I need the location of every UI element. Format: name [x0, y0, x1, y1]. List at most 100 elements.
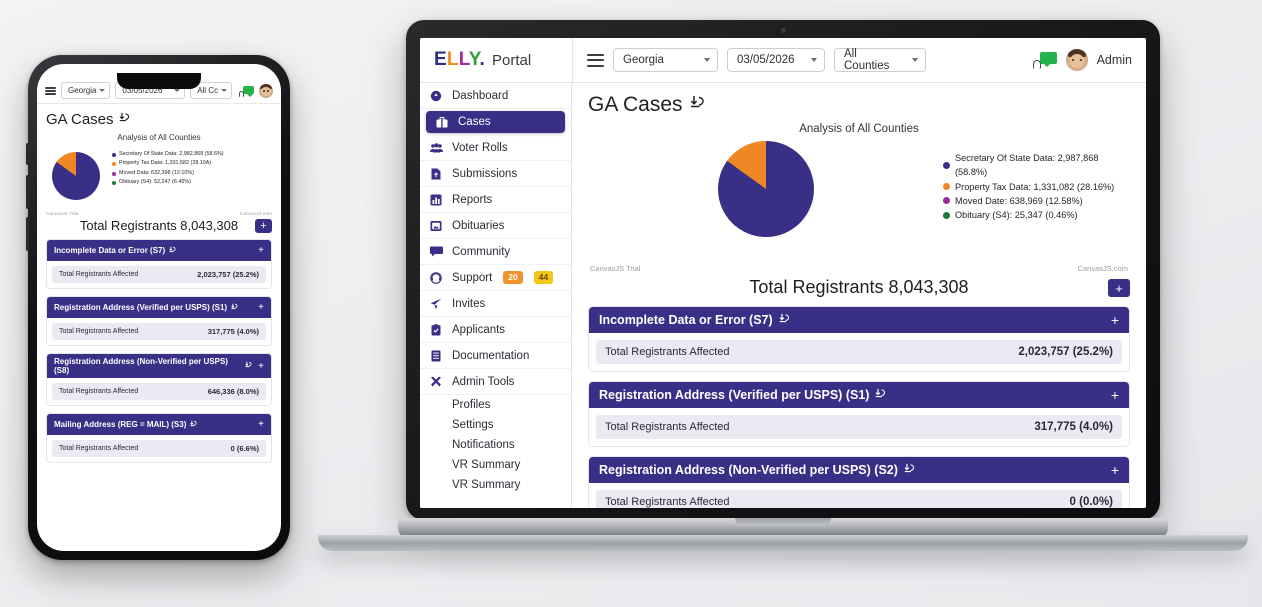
download-icon[interactable]	[245, 361, 252, 371]
phone-side-button[interactable]	[26, 217, 29, 251]
pie-chart-graphic[interactable]	[718, 141, 814, 237]
card-expand-button[interactable]: +	[258, 245, 264, 256]
card-expand-button[interactable]: +	[1110, 387, 1119, 403]
paper-plane-icon	[429, 298, 443, 310]
case-card-title-text: Registration Address (Verified per USPS)…	[54, 303, 228, 312]
download-icon[interactable]	[119, 111, 130, 128]
download-icon[interactable]	[904, 463, 915, 478]
download-icon[interactable]	[231, 303, 238, 313]
phone-reflection: Total Registrants Affected 0 (6.6%)	[28, 432, 290, 607]
briefcase-icon	[435, 116, 449, 128]
sidebar-item-community[interactable]: Community	[420, 239, 571, 265]
sidebar-item-voter-rolls[interactable]: Voter Rolls	[420, 135, 571, 161]
chart-title: Analysis of All Counties	[799, 123, 919, 135]
case-card-header[interactable]: Mailing Address (REG = MAIL) (S3) +	[47, 414, 271, 435]
table-row: Total Registrants Affected 0 (6.6%)	[52, 440, 266, 457]
case-card-header[interactable]: Registration Address (Verified per USPS)…	[589, 382, 1129, 408]
legend-item[interactable]: Obituary (S4): 25,347 (0.46%)	[943, 208, 1130, 222]
expand-all-button[interactable]: +	[1108, 279, 1130, 297]
case-card-header[interactable]: Registration Address (Non-Verified per U…	[47, 354, 271, 378]
avatar[interactable]	[259, 83, 273, 98]
avatar[interactable]	[1065, 49, 1088, 71]
legend-item[interactable]: Property Tax Data: 1,331,082 (28.16%)	[943, 180, 1130, 194]
case-card-header[interactable]: Incomplete Data or Error (S7) +	[589, 307, 1129, 333]
case-card-title-text: Registration Address (Non-Verified per U…	[599, 463, 898, 477]
sidebar-item-obituaries[interactable]: Obituaries	[420, 213, 571, 239]
bar-chart-icon	[429, 194, 443, 206]
sidebar-item-applicants[interactable]: Applicants	[420, 317, 571, 343]
county-select-value: All Cc	[197, 86, 219, 95]
county-select[interactable]: All Counties	[834, 48, 926, 72]
county-select[interactable]: All Cc	[190, 82, 233, 99]
card-expand-button[interactable]: +	[1110, 462, 1119, 478]
legend-swatch	[943, 197, 950, 205]
table-row: Total Registrants Affected 2,023,757 (25…	[596, 340, 1122, 364]
case-card-title-text: Registration Address (Non-Verified per U…	[54, 357, 228, 375]
sidebar-item-cases[interactable]: Cases	[426, 111, 565, 133]
legend-label: Moved Data: 632,398 (12:10%)	[119, 169, 194, 176]
chart-legend: Secretary Of State Data: 2,982,868 (58.6…	[112, 150, 224, 188]
sidebar-item-admin-tools[interactable]: Admin Tools	[420, 369, 571, 395]
download-icon[interactable]	[690, 93, 705, 117]
download-icon[interactable]	[875, 388, 886, 403]
table-row: Total Registrants Affected 0 (0.0%)	[596, 490, 1122, 508]
laptop-body: ELLY. Portal Georgia 03/05/2026 All Coun…	[406, 20, 1160, 520]
pie-chart-graphic[interactable]	[52, 152, 100, 200]
download-icon[interactable]	[779, 313, 790, 328]
legend-item[interactable]: Moved Date: 638,969 (12.58%)	[943, 194, 1130, 208]
sidebar-item-invites[interactable]: Invites	[420, 291, 571, 317]
sidebar-item-label: Obituaries	[452, 219, 505, 232]
sidebar-item-submissions[interactable]: Submissions	[420, 161, 571, 187]
case-card-header[interactable]: Registration Address (Verified per USPS)…	[47, 297, 271, 318]
brand-zone: ELLY. Portal	[420, 38, 572, 82]
message-bell-icon[interactable]	[1032, 51, 1057, 69]
phone-volume-down-button[interactable]	[26, 175, 29, 209]
laptop-device: ELLY. Portal Georgia 03/05/2026 All Coun…	[318, 20, 1248, 551]
state-select[interactable]: Georgia	[613, 48, 718, 72]
phone-volume-up-button[interactable]	[26, 143, 29, 165]
sidebar-subitem-vr-summary-1[interactable]: VR Summary	[420, 455, 571, 475]
sidebar-item-label: Cases	[458, 116, 491, 128]
hamburger-icon[interactable]	[587, 53, 604, 67]
sidebar-item-reports[interactable]: Reports	[420, 187, 571, 213]
case-card-header[interactable]: Incomplete Data or Error (S7) +	[47, 240, 271, 261]
sidebar-item-documentation[interactable]: Documentation	[420, 343, 571, 369]
sidebar-item-label: Voter Rolls	[452, 141, 508, 154]
legend-item[interactable]: Property Tax Data: 1,331,582 (28.10A)	[112, 159, 224, 168]
legend-item[interactable]: Obituary (S4): 52,247 (6.45%)	[112, 178, 224, 187]
elly-logo[interactable]: ELLY.	[434, 49, 485, 71]
legend-item[interactable]: Moved Data: 632,398 (12:10%)	[112, 169, 224, 178]
phone-body: Georgia 03/05/2026 All Cc GA Cases Analy…	[28, 55, 290, 560]
book-icon	[429, 350, 443, 362]
download-icon[interactable]	[169, 246, 176, 256]
legend-item[interactable]: Secretary Of State Data: 2,982,868 (58.6…	[112, 150, 224, 159]
case-card: Mailing Address (REG = MAIL) (S3) + Tota…	[46, 413, 272, 463]
sidebar-subitem-label: VR Summary	[452, 459, 521, 471]
case-card-body: Total Registrants Affected 0 (6.6%)	[47, 435, 271, 462]
main-content: GA Cases Analysis of All Counties Secret…	[572, 83, 1146, 508]
hamburger-icon[interactable]	[45, 86, 56, 95]
sidebar-subitem-profiles[interactable]: Profiles	[420, 395, 571, 415]
card-expand-button[interactable]: +	[1110, 312, 1119, 328]
download-icon[interactable]	[190, 420, 197, 430]
county-select-value: All Counties	[844, 48, 890, 72]
card-expand-button[interactable]: +	[258, 419, 264, 430]
sidebar-item-dashboard[interactable]: Dashboard	[420, 83, 571, 109]
sidebar-subitem-notifications[interactable]: Notifications	[420, 435, 571, 455]
case-card: Registration Address (Verified per USPS)…	[588, 381, 1130, 447]
state-select[interactable]: Georgia	[60, 82, 111, 99]
sidebar-subitem-vr-summary-2[interactable]: VR Summary	[420, 475, 571, 495]
sidebar-item-support[interactable]: Support 20 44	[420, 265, 571, 291]
date-select[interactable]: 03/05/2026	[727, 48, 825, 72]
sidebar-item-label: Support	[452, 271, 493, 284]
case-card-header[interactable]: Registration Address (Non-Verified per U…	[589, 457, 1129, 483]
legend-item[interactable]: Secretary Of State Data: 2,987,868 (58.8…	[943, 151, 1130, 180]
case-card-title-text: Incomplete Data or Error (S7)	[54, 246, 166, 255]
sidebar-subitem-settings[interactable]: Settings	[420, 415, 571, 435]
total-registrants-line: Total Registrants 8,043,308 +	[46, 218, 272, 233]
message-bell-icon[interactable]	[239, 85, 254, 97]
card-expand-button[interactable]: +	[258, 360, 264, 372]
card-expand-button[interactable]: +	[258, 302, 264, 313]
case-card-title: Incomplete Data or Error (S7)	[54, 246, 252, 256]
expand-all-button[interactable]: +	[255, 219, 272, 233]
